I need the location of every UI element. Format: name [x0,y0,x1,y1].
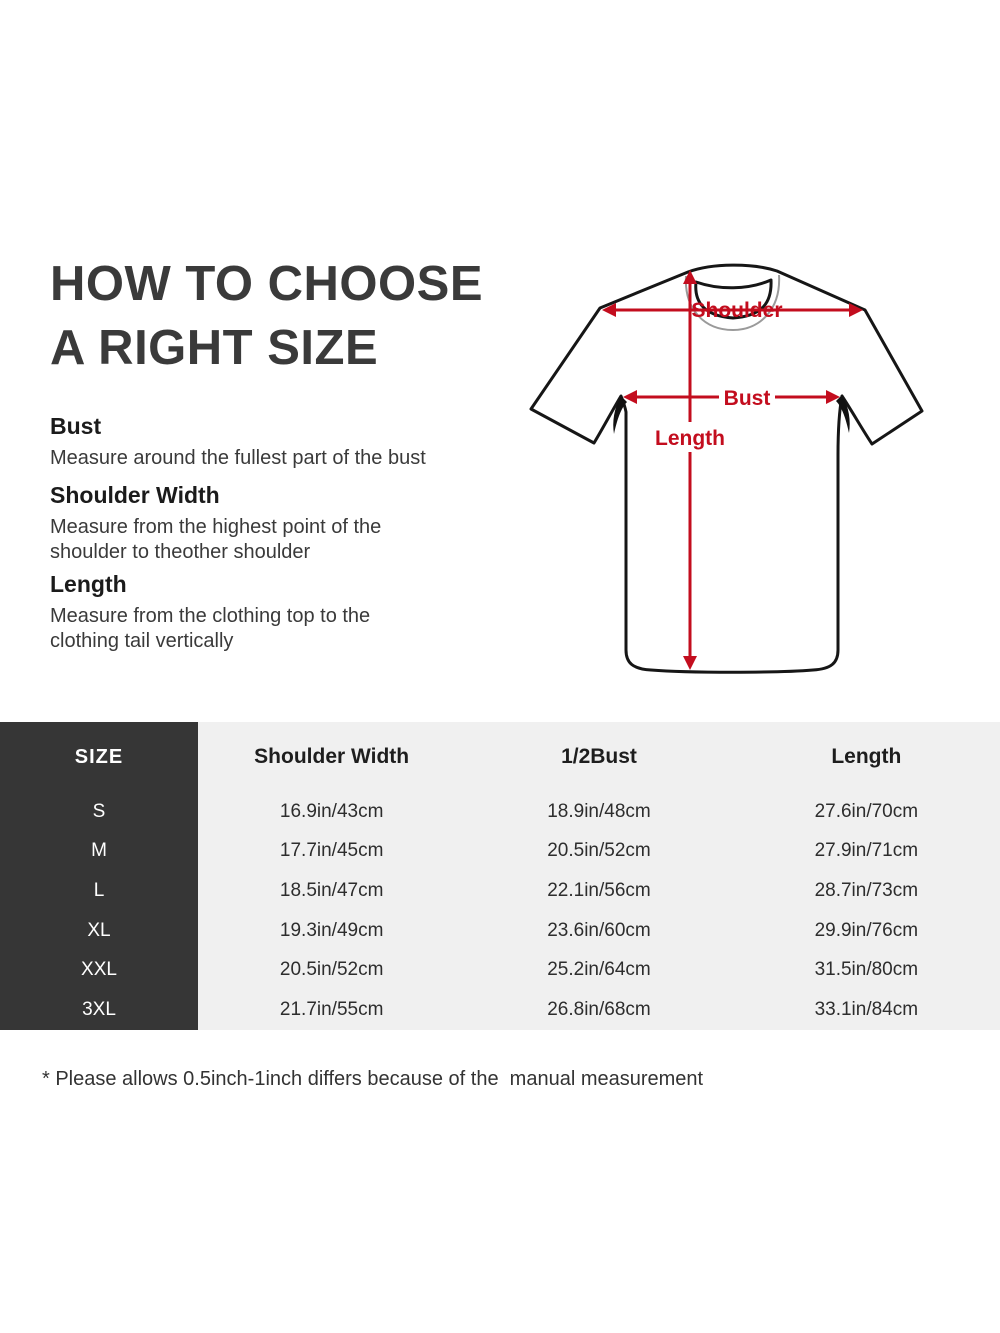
shoulder-arrow-right [849,303,863,317]
size-table-rows: S 16.9in/43cm 18.9in/48cm 27.6in/70cm M … [0,792,1000,1030]
instruction-length: Length Measure from the clothing top to … [50,571,490,654]
bust-arrow-right [826,390,840,404]
length-label-gap [652,422,728,452]
size-cell: S [0,792,198,832]
half-bust-cell: 22.1in/56cm [547,879,651,901]
size-cell: XXL [0,950,198,990]
shoulder-width-cell: 18.5in/47cm [279,879,384,901]
shoulder-width-cell: 19.3in/49cm [279,919,384,941]
half-bust-cell: 18.9in/48cm [547,800,651,822]
shoulder-width-cell: 20.5in/52cm [279,959,384,981]
length-arrow-bottom [683,656,697,670]
size-cell: L [0,871,198,911]
header-size: SIZE [0,722,198,792]
instruction-shoulder-heading: Shoulder Width [50,482,220,508]
page-title-line1: HOW TO CHOOSE [50,257,484,311]
shoulder-width-cell: 17.7in/45cm [279,840,384,862]
table-row: XL 19.3in/49cm 23.6in/60cm 29.9in/76cm [0,910,1000,951]
instruction-bust-text: Measure around the fullest part of the b… [50,447,426,469]
length-cell: 27.9in/71cm [814,840,919,862]
instruction-shoulder-text: Measure from the highest point of the sh… [50,516,382,563]
shoulder-width-cell: 16.9in/43cm [279,800,384,822]
length-cell: 28.7in/73cm [814,879,919,901]
length-cell: 29.9in/76cm [814,919,919,941]
size-cell: XL [0,910,198,951]
table-row: M 17.7in/45cm 20.5in/52cm 27.9in/71cm [0,831,1000,872]
header-shoulder-width: Shoulder Width [254,745,410,768]
tshirt-outline [529,263,924,674]
size-cell: 3XL [0,989,198,1030]
length-cell: 31.5in/80cm [814,959,919,981]
left-underarm-shadow [613,396,627,434]
bust-label-gap [719,383,775,411]
half-bust-cell: 26.8in/68cm [547,998,651,1020]
length-cell: 33.1in/84cm [814,998,919,1020]
table-row: 3XL 21.7in/55cm 26.8in/68cm 33.1in/84cm [0,989,1000,1030]
bust-arrow-left [623,390,637,404]
table-row: S 16.9in/43cm 18.9in/48cm 27.6in/70cm [0,792,1000,832]
half-bust-cell: 20.5in/52cm [547,840,651,862]
measurement-disclaimer: * Please allows 0.5inch-1inch differs be… [42,1068,704,1090]
tshirt-diagram-svg: Shoulder Bust Length [529,263,924,674]
table-row: L 18.5in/47cm 22.1in/56cm 28.7in/73cm [0,871,1000,911]
instruction-length-text: Measure from the clothing top to the clo… [50,605,371,652]
header-length: Length [831,745,902,768]
half-bust-cell: 25.2in/64cm [547,959,651,981]
page-title: HOW TO CHOOSE A RIGHT SIZE [50,252,510,380]
shoulder-arrow-left [602,303,616,317]
length-arrow-top [683,270,697,284]
right-underarm-shadow [836,395,850,433]
instruction-shoulder-width: Shoulder Width Measure from the highest … [50,482,490,565]
header-half-bust: 1/2Bust [561,745,637,768]
bust-label: Bust [724,387,771,410]
table-row: XXL 20.5in/52cm 25.2in/64cm 31.5in/80cm [0,950,1000,990]
length-label: Length [655,427,725,450]
shoulder-label: Shoulder [691,299,782,322]
size-cell: M [0,831,198,872]
instruction-bust: Bust Measure around the fullest part of … [50,413,490,471]
instruction-length-heading: Length [50,571,127,597]
page-title-line2: A RIGHT SIZE [50,321,379,375]
tshirt-measurement-diagram: Shoulder Bust Length [500,250,980,690]
half-bust-cell: 23.6in/60cm [547,919,651,941]
size-table: SIZE Shoulder Width 1/2Bust Length S 16.… [0,722,1000,1030]
length-cell: 27.6in/70cm [814,800,919,822]
instruction-bust-heading: Bust [50,413,102,439]
size-table-header-row: SIZE Shoulder Width 1/2Bust Length [0,722,1000,792]
shoulder-width-cell: 21.7in/55cm [279,998,384,1020]
